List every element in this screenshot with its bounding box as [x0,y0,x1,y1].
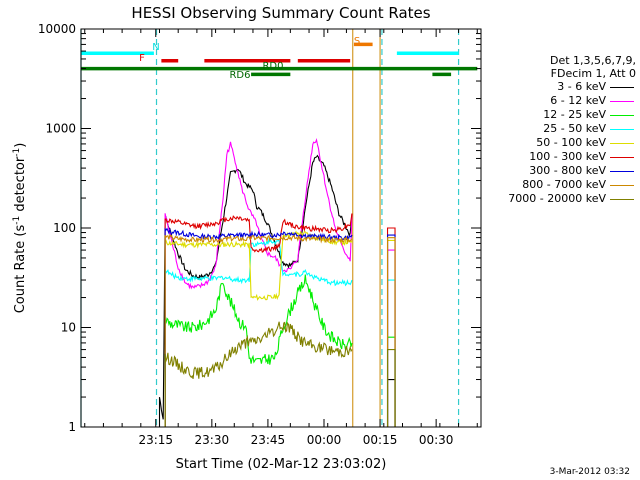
legend-swatch [610,185,634,186]
legend-item: 12 - 25 keV [494,108,636,122]
series-segment [386,336,396,427]
x-tick-label: 00:30 [419,433,454,447]
legend-item: 25 - 50 keV [494,122,636,136]
series-segment [386,237,396,427]
chart-title: HESSI Observing Summary Count Rates [131,4,430,22]
legend-item: 6 - 12 keV [494,94,636,108]
y-label-sup-2: -1 [12,148,22,157]
y-tick-label: 1 [68,420,76,434]
legend-label: 3 - 6 keV [557,80,606,93]
legend: Det 1,3,5,6,7,9, FDecim 1, Att 0 3 - 6 k… [494,54,636,206]
annotation-f: F [139,53,145,64]
x-tick-label: 23:45 [251,433,286,447]
legend-item: 3 - 6 keV [494,80,636,94]
footer-timestamp: 3-Mar-2012 03:32 [549,467,630,477]
legend-item: 50 - 100 keV [494,136,636,150]
series-segment [386,227,396,427]
series-segment [386,349,396,427]
legend-label: 7000 - 20000 keV [508,192,606,205]
legend-swatch [610,157,634,158]
legend-label: 300 - 800 keV [529,164,606,177]
legend-swatch [610,115,634,116]
series-line [164,213,353,427]
x-tick-label: 23:30 [195,433,230,447]
annotation-rd6: RD6 [229,70,250,81]
legend-item: 7000 - 20000 keV [494,192,636,206]
legend-label: 6 - 12 keV [550,94,606,107]
series-line [164,137,353,427]
legend-swatch [610,87,634,88]
legend-label: 800 - 7000 keV [522,178,606,191]
legend-swatch [610,101,634,102]
x-tick-label: 00:00 [307,433,342,447]
legend-swatch [610,199,634,200]
y-tick-label: 100 [53,221,76,235]
annotation-n: N [152,42,159,53]
series-line [164,234,353,427]
series-segment [386,279,396,427]
y-label-part-1: Count Rate (s [13,225,28,314]
y-tick-label: 1000 [45,122,76,136]
x-axis-label: Start Time (02-Mar-12 23:03:02) [176,457,387,472]
legend-item: 800 - 7000 keV [494,178,636,192]
series-line [158,154,353,427]
legend-header-line-2: FDecim 1, Att 0 [550,67,636,80]
y-label-sup-1: -1 [12,216,22,225]
legend-swatch [610,171,634,172]
y-label-part-3: ) [13,143,28,148]
y-tick-label: 10 [61,321,76,335]
y-label-part-2: detector [13,156,28,216]
legend-swatch [610,143,634,144]
series-line [164,321,353,427]
legend-item: 300 - 800 keV [494,164,636,178]
x-tick-label: 00:15 [363,433,398,447]
plot-frame [80,28,482,428]
annotation-s: S [354,36,360,47]
series-line [164,230,353,427]
annotation-rd0: RD0 [262,61,283,72]
legend-label: 100 - 300 keV [529,150,606,163]
series-line [164,237,353,427]
y-tick-label: 10000 [38,22,76,36]
series-segment [386,239,396,427]
legend-label: 12 - 25 keV [543,108,606,121]
x-tick-label: 23:15 [138,433,173,447]
legend-swatch [610,129,634,130]
legend-label: 50 - 100 keV [536,136,606,149]
legend-item: 100 - 300 keV [494,150,636,164]
series-line [164,227,353,427]
y-axis-label: Count Rate (s-1 detector-1) [12,143,28,314]
series-line [164,274,353,427]
legend-header-line-1: Det 1,3,5,6,7,9, [549,54,636,67]
series-segment [386,378,396,427]
series-segment [386,234,396,427]
series-segment [386,249,396,427]
legend-label: 25 - 50 keV [543,122,606,135]
